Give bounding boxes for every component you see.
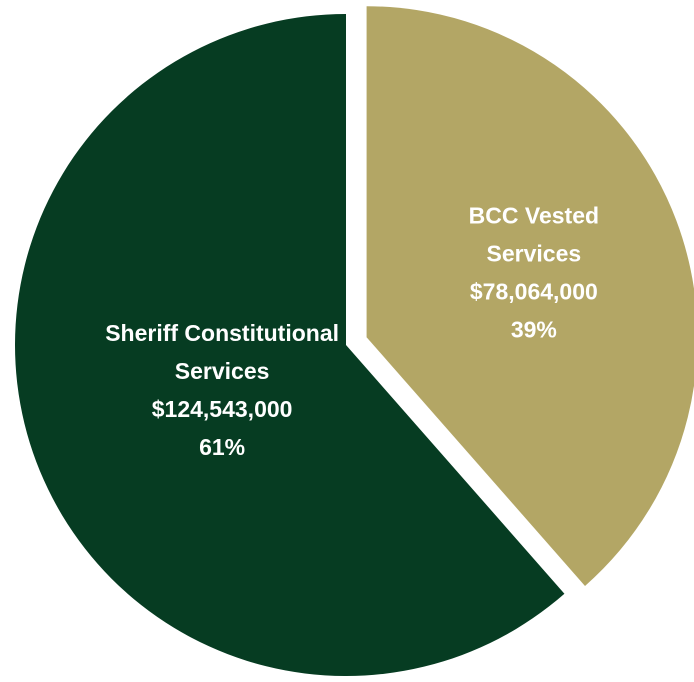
slice-value-label: $78,064,000 [470, 278, 598, 304]
slice-label-line: Services [487, 240, 582, 266]
pie-slice-1 [366, 6, 694, 586]
pie-slice-2 [14, 14, 565, 676]
slice-label-line: Services [175, 358, 270, 384]
slice-percent-label: 39% [511, 316, 557, 342]
slice-percent-label: 61% [199, 434, 245, 460]
slice-value-label: $124,543,000 [152, 396, 293, 422]
slice-label-line: BCC Vested [469, 202, 599, 228]
slice-label-line: Sheriff Constitutional [105, 320, 339, 346]
